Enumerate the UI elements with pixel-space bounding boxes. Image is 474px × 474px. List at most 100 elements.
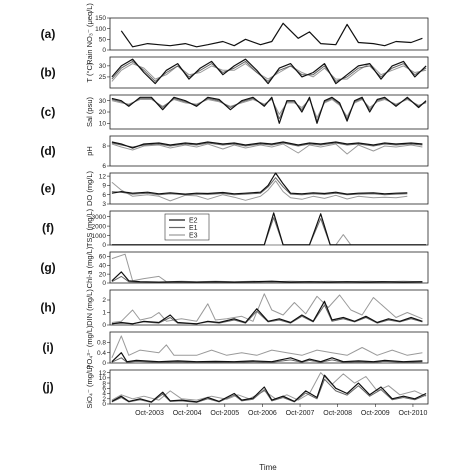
panel-letter: (f) (42, 221, 54, 235)
panel-frame (109, 17, 429, 51)
x-axis: Oct-2003 Oct-2004 Oct-2005 Oct-2006 Oct-2007… (135, 404, 427, 417)
y-axis-label: Chl-a (mg/L) (85, 246, 94, 288)
y-axis-label: DO (mg/L) (85, 171, 94, 207)
y-axis-label: PO₄³⁻ (mg/L) (85, 325, 94, 370)
series-line-e3 (111, 63, 427, 82)
y-tick-label: 150 (95, 15, 106, 22)
x-tick-label: Oct-2007 (286, 410, 315, 417)
y-tick-label: 25 (99, 74, 107, 81)
y-tick-label: 30 (99, 98, 107, 105)
series-line-e1 (111, 97, 427, 122)
series-line-e3 (111, 143, 423, 155)
y-axis-label: Sal (psu) (85, 96, 94, 127)
y-tick-label: 20 (99, 109, 107, 116)
y-tick-label: 0 (102, 360, 106, 367)
series-line-e3 (111, 234, 427, 246)
y-axis-label: T (°C) (85, 62, 94, 82)
panel-letter: (a) (41, 27, 56, 41)
series-line-e3 (111, 293, 423, 323)
series-line-e1 (111, 177, 408, 196)
series-line-e3 (111, 335, 423, 358)
x-tick-label: Oct-2010 (399, 410, 428, 417)
series-line-e1 (111, 142, 423, 148)
y-tick-label: 12 (99, 370, 107, 377)
series-line-e2 (111, 212, 427, 246)
y-tick-label: 0.8 (97, 340, 106, 347)
y-tick-label: 0 (102, 47, 106, 54)
series-line-e1 (111, 217, 427, 246)
y-tick-label: 3000 (92, 214, 107, 221)
series-line-e1 (111, 378, 427, 403)
y-tick-label: 50 (99, 37, 107, 44)
y-tick-label: 6 (102, 386, 106, 393)
series-line-e2 (111, 96, 427, 124)
series-line-e2 (111, 271, 423, 283)
series-line-e3 (111, 99, 427, 119)
panel-letter: (j) (42, 380, 53, 394)
x-tick-label: Oct-2003 (135, 410, 164, 417)
panel-letter: (h) (40, 301, 55, 315)
panel-frame (109, 289, 429, 326)
y-tick-label: 40 (99, 262, 107, 269)
y-tick-label: 100 (95, 26, 106, 33)
series-line-e2 (120, 22, 423, 48)
panel-3: (c) Sal (psu) 10 20 30 (41, 94, 429, 130)
series-line-e2 (111, 352, 423, 363)
y-tick-label: 2 (102, 297, 106, 304)
y-tick-label: 3 (102, 201, 106, 208)
y-tick-label: 60 (99, 254, 107, 261)
series-line-e1 (111, 304, 423, 325)
y-tick-label: 2000 (92, 223, 107, 230)
y-tick-label: 20 (99, 271, 107, 278)
y-tick-label: 12 (99, 173, 107, 180)
panel-letter: (b) (40, 66, 55, 80)
series-line-e2 (111, 374, 427, 403)
y-tick-label: 6 (102, 192, 106, 199)
panel-letter: (d) (40, 144, 55, 158)
legend-label-e1: E1 (189, 225, 198, 232)
y-tick-label: 0 (102, 242, 106, 249)
y-tick-label: 2 (102, 396, 106, 403)
y-axis-label: SiO₄⁻ (mg/L) (85, 365, 94, 409)
x-tick-label: Oct-2004 (173, 410, 202, 417)
panel-frame (109, 251, 429, 284)
panel-8: (h) DIN (mg/L) 0 1 2 (40, 289, 429, 329)
y-tick-label: 8 (102, 143, 106, 150)
y-axis-label: Rain NO₃⁻ (μeq/L) (85, 3, 94, 65)
series-line-e2 (111, 141, 423, 149)
y-tick-label: 10 (99, 375, 107, 382)
panel-2: (b) T (°C) 25 30 (40, 56, 429, 89)
series-line-e3 (111, 253, 423, 283)
panel-frame (109, 331, 429, 364)
series-line-e2 (111, 172, 408, 195)
y-tick-label: 0 (102, 401, 106, 408)
y-axis-label: pH (85, 146, 94, 156)
panel-4: (d) pH 6 8 (40, 135, 429, 170)
series-line-e3 (111, 180, 408, 202)
y-tick-label: 30 (99, 63, 107, 70)
y-axis-label: TSS (mg/L) (85, 208, 94, 247)
panel-letter: (e) (41, 182, 56, 196)
y-tick-label: 0 (102, 322, 106, 329)
panel-frame (109, 135, 429, 167)
y-tick-label: 8 (102, 380, 106, 387)
legend-label-e3: E3 (189, 232, 198, 239)
y-tick-label: 4 (102, 391, 106, 398)
panel-frame (109, 172, 429, 205)
panel-9: (i) PO₄³⁻ (mg/L) 0 0.4 0.8 (42, 325, 429, 370)
y-tick-label: 0.4 (97, 350, 106, 357)
y-tick-label: 1000 (92, 233, 107, 240)
y-tick-label: 9 (102, 183, 106, 190)
panel-letter: (c) (41, 105, 56, 119)
y-tick-label: 10 (99, 121, 107, 128)
y-axis-label: DIN (mg/L) (85, 289, 94, 326)
legend-label-e2: E2 (189, 217, 198, 224)
series-line-e2 (111, 300, 423, 325)
x-tick-label: Oct-2005 (210, 410, 239, 417)
